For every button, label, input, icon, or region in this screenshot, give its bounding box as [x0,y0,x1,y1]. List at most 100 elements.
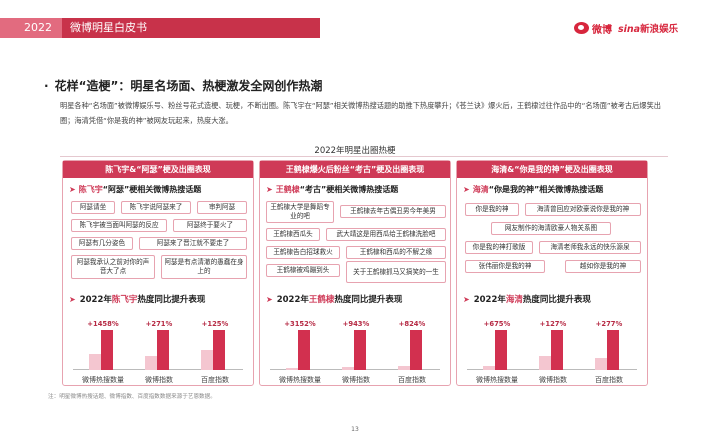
growth-label: +127% [539,320,567,328]
bar-2022 [298,330,310,370]
chart-title: 2022年明星出圈热梗 [314,146,396,156]
bar-group: +675% [469,315,525,370]
subheading-rest: “考古”梗相关微博热搜话题 [299,185,399,194]
category-label: 百度指数 [201,376,229,384]
category-label: 微博指数 [145,376,173,384]
bar-heading-suffix: 热度同比提升表现 [334,295,403,305]
bar-heading: ➤ 2022年 陈飞宇 热度同比提升表现 [69,293,206,306]
bar-heading-prefix: 2022年 [276,295,309,305]
hot-topic-tag: 海清老师我永远的快乐源泉 [539,241,641,254]
panel-subheading: ➤ 海清 “你是我的神”相关微博热搜话题 [463,184,647,195]
category-label: 百度指数 [595,376,623,384]
bar-heading-suffix: 热度同比提升表现 [522,295,591,305]
hot-topic-tag: 阿瑟终于要火了 [173,219,247,232]
hot-topic-tag: 陈飞宇说阿瑟来了 [121,201,191,214]
bar-2021 [145,356,157,370]
panel-subheading: ➤ 王鹤棣 “考古”梗相关微博热搜话题 [266,184,450,195]
hot-topic-tag: 王鹤棣西瓜头 [266,228,320,241]
weibo-logo-text: 微博 [592,24,612,36]
bar-group: +277% [581,315,637,370]
section-title-text: 花样“造梗”：明星名场面、热梗激发全网创作热潮 [54,79,323,93]
bar-2022 [495,330,507,370]
bar-heading-name: 陈飞宇 [111,295,138,305]
bar-2022 [354,330,366,370]
bar-2021 [342,367,354,370]
hot-topic-tag: 你是我的神 [465,203,519,216]
bar-2021 [539,356,551,370]
panel-haiqing: 海清&“你是我的神”梗及出圈表现 ➤ 海清 “你是我的神”相关微博热搜话题 你是我… [456,160,648,386]
panel-title: 陈飞宇&“阿瑟”梗及出圈表现 [63,161,253,178]
bar-2021 [483,366,495,370]
bar-2022 [607,330,619,370]
hot-topic-tag: 陈飞宇被当面叫阿瑟的反应 [71,219,167,232]
bar-2022 [213,330,225,370]
bar-2022 [551,330,563,370]
bar-group: +1458% [75,315,131,370]
growth-label: +675% [483,320,511,328]
panel-title: 王鹤棣爆火后粉丝“考古”梗及出圈表现 [260,161,450,178]
hot-topic-tag: 王鹤棣告白招球救火 [266,246,340,259]
bar-heading: ➤ 2022年 海清 热度同比提升表现 [463,293,591,306]
header-year: 2022 [0,18,62,38]
bar-group: +127% [525,315,581,370]
arrow-icon: ➤ [266,185,273,194]
arrow-icon: ➤ [69,185,76,194]
bar-heading-suffix: 热度同比提升表现 [137,295,206,305]
bar-heading-prefix: 2022年 [79,295,112,305]
footnote: 注：明星微博热搜话题、微博指数、百度指数数据来源于艺恩数据。 [48,394,216,400]
hot-topic-tag: 王鹤棣去年古偶丑男今年美男 [340,205,446,218]
arrow-icon: ➤ [266,294,273,304]
subheading-name: 王鹤棣 [275,185,300,194]
subheading-name: 陈飞宇 [78,185,103,194]
section-paragraph: 明星各种“名场面”被微博娱乐号、粉丝号花式造梗、玩梗，不断出圈。陈飞宇在“阿瑟”… [60,101,661,125]
bar-group: +271% [131,315,187,370]
arrow-icon: ➤ [69,294,76,304]
hot-topic-tag: 武大靖这是用西瓜给王鹤棣洗脸吧 [326,228,446,241]
hot-topic-tag: 网友制作的海清欧豪人物关系图 [491,222,611,235]
growth-label: +943% [342,320,370,328]
category-label: 微博指数 [342,376,370,384]
bar-2022 [410,330,422,370]
bar-group: +943% [328,315,384,370]
hot-topic-tag: 王鹤棣被鸡蹦到头 [266,264,340,277]
hot-topic-tag: 你是我的神打歌版 [465,241,533,254]
hot-topic-tag: 审判阿瑟 [197,201,247,214]
growth-label: +824% [398,320,426,328]
sina-ent-logo: sina新浪娱乐 [618,21,678,35]
bar-2021 [286,368,298,370]
category-label: 百度指数 [398,376,426,384]
subheading-name: 海清 [472,185,489,194]
hot-topic-tag: 张伟丽你是我的神 [465,260,545,273]
title-divider [60,156,668,157]
category-label: 微博指数 [539,376,567,384]
bullet-icon: · [44,79,49,93]
bar-group: +125% [187,315,243,370]
growth-label: +125% [201,320,229,328]
bar-2021 [201,350,213,370]
panel-title: 海清&“你是我的神”梗及出圈表现 [457,161,647,178]
hot-topic-tag: 关于王鹤棣抓马又搞笑的一生 [346,261,446,283]
hot-topic-tag: 阿瑟是有点清澈的愚蠢在身上的 [161,255,247,279]
header-title: 微博明星白皮书 [70,21,147,34]
bar-heading-name: 海清 [505,295,523,305]
arrow-icon: ➤ [463,185,470,194]
bar-2021 [595,358,607,370]
bar-2021 [89,354,101,370]
hot-topic-tag: 越如你是我的神 [565,260,641,273]
arrow-icon: ➤ [463,294,470,304]
header-bar [0,18,320,38]
panel-chenfeiyu: 陈飞宇&“阿瑟”梗及出圈表现 ➤ 陈飞宇 “阿瑟”梗相关微博热搜话题 阿瑟请坐 陈… [62,160,254,386]
growth-bar-chart: +1458% 微博热搜数量 +271% 微博指数 +125% 百度指数 [63,311,253,385]
bar-2022 [101,330,113,370]
subheading-rest: “阿瑟”梗相关微博热搜话题 [102,185,202,194]
hot-topic-tag: 阿瑟来了晋江就不要走了 [139,237,247,250]
growth-bar-chart: +675% 微博热搜数量 +127% 微博指数 +277% 百度指数 [457,311,647,385]
bar-heading-prefix: 2022年 [473,295,506,305]
weibo-eye-icon [574,22,589,34]
hot-topic-tag: 海清曾回应对欧豪说你是我的神 [525,203,641,216]
growth-label: +3152% [284,320,316,328]
bar-group: +824% [384,315,440,370]
bar-group: +3152% [272,315,328,370]
growth-label: +271% [145,320,173,328]
hot-topic-tag: 阿瑟请坐 [71,201,115,214]
